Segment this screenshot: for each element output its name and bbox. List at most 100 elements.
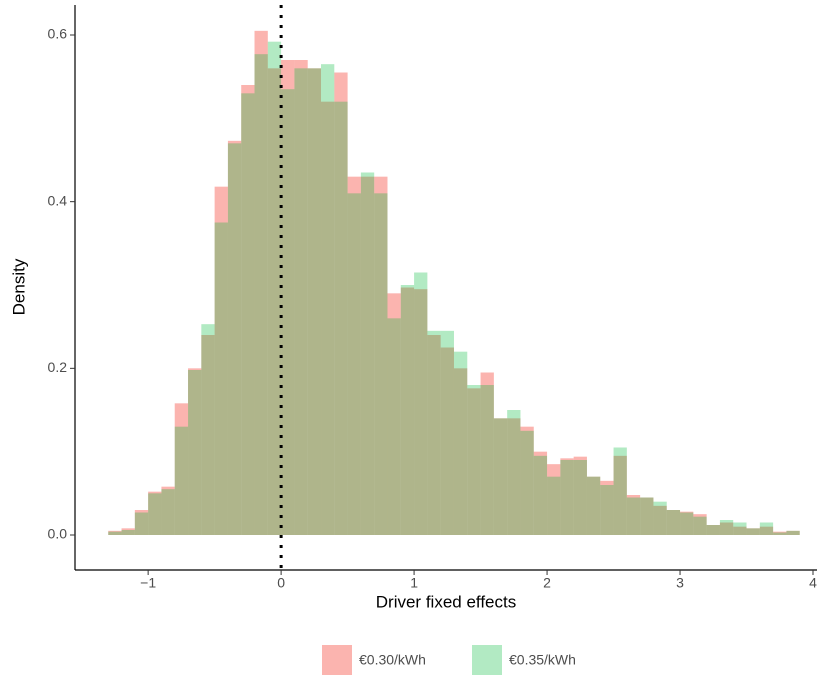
bar <box>360 172 375 535</box>
bar <box>719 520 734 535</box>
bar <box>759 522 774 535</box>
bar <box>134 512 149 535</box>
bar <box>573 460 587 535</box>
bar <box>414 289 428 535</box>
bar <box>188 370 202 535</box>
y-tick-label: 0.6 <box>48 26 68 42</box>
bar <box>560 458 574 535</box>
bar <box>693 514 707 535</box>
bar <box>214 186 228 535</box>
bar <box>294 68 308 535</box>
bar <box>719 522 734 535</box>
bar <box>653 505 667 535</box>
y-tick-label: 0.0 <box>48 526 68 542</box>
bar <box>613 455 627 535</box>
bar <box>680 512 694 535</box>
bar <box>693 516 707 535</box>
bar <box>520 430 534 535</box>
bar <box>148 491 162 535</box>
bar <box>267 41 282 536</box>
bar <box>440 347 454 535</box>
bar <box>294 60 308 535</box>
bar <box>533 451 548 535</box>
bar <box>453 368 468 535</box>
bar <box>427 335 441 535</box>
bar <box>321 64 335 536</box>
bar <box>121 530 135 535</box>
x-tick-label: 0 <box>277 575 285 591</box>
bar <box>626 495 641 535</box>
bar <box>786 530 800 535</box>
y-tick-label: 0.2 <box>48 359 68 375</box>
legend-label: €0.35/kWh <box>509 652 576 668</box>
bar <box>520 426 534 535</box>
bar <box>613 447 627 535</box>
bar <box>600 480 614 535</box>
x-tick-label: 2 <box>543 575 551 591</box>
bar <box>241 85 255 535</box>
bar <box>174 403 189 535</box>
bar <box>786 530 800 535</box>
bar <box>334 101 348 536</box>
bar <box>733 522 747 535</box>
bar <box>347 193 361 536</box>
bar <box>626 497 641 535</box>
x-tick-label: 3 <box>676 575 684 591</box>
bar <box>706 525 720 535</box>
bar <box>307 68 322 535</box>
bar <box>321 101 335 536</box>
bar <box>467 385 481 535</box>
bar <box>400 285 415 535</box>
bar <box>560 460 574 535</box>
bar <box>480 372 494 535</box>
bar <box>493 418 508 535</box>
bar <box>267 68 282 535</box>
bar <box>746 528 760 535</box>
bar <box>680 511 694 535</box>
bar <box>666 510 681 535</box>
x-tick-label: −1 <box>140 575 156 591</box>
bar <box>148 493 162 535</box>
bar <box>467 388 481 535</box>
bar <box>360 176 375 535</box>
bar <box>547 464 561 535</box>
bar <box>254 30 268 535</box>
bar <box>307 68 322 535</box>
bar <box>201 335 215 535</box>
bar <box>347 176 361 535</box>
bar <box>773 532 787 535</box>
bar <box>773 531 787 535</box>
bar <box>134 510 149 535</box>
bar <box>746 528 760 535</box>
bar <box>480 385 494 535</box>
bar <box>653 501 667 535</box>
bar <box>174 426 189 535</box>
bar <box>374 193 388 536</box>
bar <box>281 60 295 535</box>
bar <box>533 455 548 535</box>
bar <box>640 497 654 535</box>
bar <box>201 324 215 535</box>
bar <box>640 497 654 535</box>
x-tick-label: 4 <box>809 575 817 591</box>
bar <box>706 525 720 535</box>
bar <box>121 528 135 535</box>
bar <box>414 272 428 535</box>
bar <box>573 456 587 535</box>
bar <box>161 489 175 535</box>
bar <box>188 368 202 535</box>
bar <box>400 287 415 535</box>
bar <box>733 526 747 535</box>
y-tick-label: 0.4 <box>48 192 68 208</box>
bar <box>440 330 454 535</box>
bar <box>227 143 242 536</box>
bar <box>586 476 601 535</box>
bar <box>281 89 295 536</box>
bar <box>493 418 508 535</box>
bar <box>108 530 122 535</box>
bar <box>759 526 774 535</box>
bar <box>507 410 521 535</box>
legend-key <box>472 645 502 675</box>
bar <box>387 293 401 535</box>
